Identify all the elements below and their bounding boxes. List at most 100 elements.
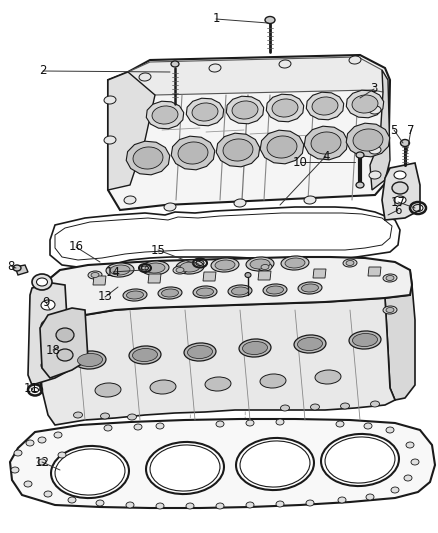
Ellipse shape bbox=[95, 383, 121, 397]
Ellipse shape bbox=[386, 308, 394, 312]
Ellipse shape bbox=[315, 370, 341, 384]
Ellipse shape bbox=[133, 349, 158, 361]
Text: 3: 3 bbox=[370, 83, 378, 95]
Ellipse shape bbox=[394, 171, 406, 179]
Ellipse shape bbox=[58, 452, 66, 458]
Ellipse shape bbox=[24, 481, 32, 487]
Ellipse shape bbox=[104, 96, 116, 104]
Ellipse shape bbox=[340, 403, 350, 409]
Polygon shape bbox=[385, 270, 415, 400]
Ellipse shape bbox=[321, 434, 399, 486]
Ellipse shape bbox=[139, 73, 151, 81]
Ellipse shape bbox=[364, 423, 372, 429]
Polygon shape bbox=[148, 274, 161, 283]
Ellipse shape bbox=[258, 263, 272, 271]
Ellipse shape bbox=[171, 61, 179, 67]
Ellipse shape bbox=[11, 467, 19, 473]
Ellipse shape bbox=[392, 182, 408, 194]
Ellipse shape bbox=[281, 256, 309, 270]
Ellipse shape bbox=[41, 340, 55, 350]
Polygon shape bbox=[118, 57, 385, 95]
Polygon shape bbox=[346, 90, 384, 118]
Ellipse shape bbox=[56, 328, 74, 342]
Ellipse shape bbox=[245, 272, 251, 278]
Ellipse shape bbox=[312, 97, 338, 115]
Ellipse shape bbox=[96, 500, 104, 506]
Ellipse shape bbox=[127, 291, 144, 299]
Polygon shape bbox=[171, 136, 215, 170]
Ellipse shape bbox=[187, 345, 212, 359]
Polygon shape bbox=[306, 92, 344, 120]
Polygon shape bbox=[40, 270, 60, 405]
Ellipse shape bbox=[263, 284, 287, 296]
Ellipse shape bbox=[411, 459, 419, 465]
Polygon shape bbox=[126, 141, 170, 175]
Polygon shape bbox=[10, 419, 435, 508]
Ellipse shape bbox=[406, 442, 414, 448]
Ellipse shape bbox=[236, 438, 314, 490]
Polygon shape bbox=[186, 98, 224, 126]
Polygon shape bbox=[382, 163, 420, 220]
Ellipse shape bbox=[336, 421, 344, 427]
Text: 11: 11 bbox=[24, 382, 39, 394]
Ellipse shape bbox=[197, 288, 213, 296]
Ellipse shape bbox=[404, 475, 412, 481]
Ellipse shape bbox=[123, 289, 147, 301]
Ellipse shape bbox=[369, 146, 381, 154]
Ellipse shape bbox=[215, 260, 235, 270]
Ellipse shape bbox=[369, 106, 381, 114]
Ellipse shape bbox=[234, 199, 246, 207]
Ellipse shape bbox=[239, 339, 271, 357]
Ellipse shape bbox=[178, 142, 208, 164]
Ellipse shape bbox=[74, 412, 82, 418]
Ellipse shape bbox=[133, 147, 163, 169]
Ellipse shape bbox=[38, 459, 46, 465]
Ellipse shape bbox=[280, 405, 290, 411]
Polygon shape bbox=[304, 126, 348, 160]
Ellipse shape bbox=[152, 106, 178, 124]
Ellipse shape bbox=[232, 101, 258, 119]
Ellipse shape bbox=[186, 503, 194, 509]
Ellipse shape bbox=[110, 265, 130, 275]
Ellipse shape bbox=[106, 263, 134, 277]
Text: 5: 5 bbox=[390, 124, 398, 136]
Polygon shape bbox=[93, 276, 106, 285]
Text: 2: 2 bbox=[39, 64, 47, 77]
Ellipse shape bbox=[100, 413, 110, 419]
Ellipse shape bbox=[216, 503, 224, 509]
Text: 9: 9 bbox=[42, 295, 50, 309]
Ellipse shape bbox=[41, 300, 55, 310]
Ellipse shape bbox=[32, 274, 52, 290]
Polygon shape bbox=[203, 272, 216, 281]
Ellipse shape bbox=[68, 497, 76, 503]
Polygon shape bbox=[40, 298, 395, 425]
Ellipse shape bbox=[356, 152, 364, 158]
Ellipse shape bbox=[400, 140, 410, 147]
Ellipse shape bbox=[383, 306, 397, 314]
Ellipse shape bbox=[338, 497, 346, 503]
Ellipse shape bbox=[223, 139, 253, 161]
Polygon shape bbox=[260, 130, 304, 164]
Ellipse shape bbox=[353, 129, 383, 151]
Ellipse shape bbox=[192, 103, 218, 121]
Ellipse shape bbox=[176, 268, 184, 272]
Text: 10: 10 bbox=[293, 156, 307, 168]
Ellipse shape bbox=[124, 196, 136, 204]
Ellipse shape bbox=[267, 136, 297, 158]
Ellipse shape bbox=[383, 274, 397, 282]
Ellipse shape bbox=[243, 342, 268, 354]
Ellipse shape bbox=[261, 264, 269, 270]
Text: 13: 13 bbox=[98, 290, 113, 303]
Ellipse shape bbox=[246, 257, 274, 271]
Text: 16: 16 bbox=[68, 240, 84, 254]
Ellipse shape bbox=[78, 353, 102, 367]
Ellipse shape bbox=[386, 276, 394, 280]
Ellipse shape bbox=[276, 501, 284, 507]
Ellipse shape bbox=[356, 182, 364, 188]
Text: 4: 4 bbox=[322, 149, 330, 163]
Ellipse shape bbox=[127, 414, 137, 420]
Ellipse shape bbox=[176, 260, 204, 274]
Ellipse shape bbox=[260, 374, 286, 388]
Polygon shape bbox=[108, 55, 390, 210]
Text: 12: 12 bbox=[35, 456, 49, 469]
